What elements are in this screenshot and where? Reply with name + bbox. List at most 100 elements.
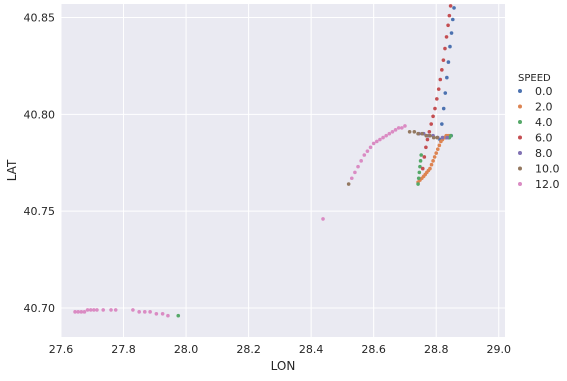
x-tick-label: 27.6 <box>49 343 74 356</box>
data-point <box>432 155 437 159</box>
data-point <box>346 182 351 186</box>
data-point <box>160 311 165 316</box>
y-tick-labels: 40.70 40.75 40.80 40.85 <box>24 12 56 315</box>
data-point <box>368 145 373 150</box>
data-point <box>154 311 159 316</box>
data-point <box>378 137 382 142</box>
data-point <box>422 155 427 159</box>
legend-marker <box>518 135 522 140</box>
x-axis-label: LON <box>271 359 296 373</box>
data-point <box>449 31 454 35</box>
legend-marker <box>518 89 522 93</box>
data-point <box>441 58 446 62</box>
data-point <box>88 308 93 312</box>
data-point <box>417 170 422 175</box>
x-tick-label: 27.8 <box>111 343 136 356</box>
data-point <box>387 131 392 136</box>
data-point <box>412 129 417 134</box>
data-point <box>445 135 449 140</box>
data-point <box>446 60 451 64</box>
data-point <box>446 23 450 28</box>
data-point <box>443 46 447 51</box>
data-point <box>443 91 448 95</box>
data-point <box>440 122 444 126</box>
data-point <box>450 17 455 22</box>
data-point <box>113 308 118 312</box>
x-tick-label: 29.0 <box>486 343 511 356</box>
y-tick-label: 40.80 <box>24 108 56 121</box>
data-point <box>416 176 421 181</box>
data-point <box>435 97 439 101</box>
data-point <box>424 145 428 150</box>
data-point <box>73 310 77 314</box>
legend-entry-label: 2.0 <box>535 101 553 114</box>
data-point <box>448 44 452 49</box>
legend-marker <box>518 104 522 109</box>
data-point <box>365 149 370 153</box>
data-point <box>429 162 434 167</box>
legend: SPEED 0.0 2.0 4.0 6.0 8.0 10.0 12.0 <box>518 73 560 191</box>
data-point <box>420 131 424 136</box>
data-point <box>353 170 357 175</box>
legend-entry-label: 6.0 <box>535 132 553 145</box>
data-point <box>427 129 432 134</box>
plot-background <box>61 4 505 337</box>
data-point <box>101 308 106 312</box>
data-point <box>131 308 135 312</box>
data-point <box>449 133 453 138</box>
data-point <box>371 141 376 146</box>
data-point <box>436 87 441 91</box>
x-tick-labels: 27.6 27.8 28.0 28.2 28.4 28.6 28.8 29.0 <box>49 343 511 356</box>
x-tick-label: 28.4 <box>299 343 324 356</box>
y-axis-label: LAT <box>5 159 19 181</box>
data-point <box>418 159 423 163</box>
data-point <box>420 166 425 171</box>
data-point <box>441 106 446 111</box>
data-point <box>79 310 84 314</box>
x-tick-label: 28.2 <box>236 343 261 356</box>
data-point <box>448 4 453 8</box>
data-point <box>349 176 354 181</box>
data-point <box>381 135 385 140</box>
data-point <box>359 159 363 163</box>
legend-entry-label: 4.0 <box>535 116 553 129</box>
data-point <box>416 182 420 186</box>
data-point <box>418 164 422 169</box>
data-point <box>109 308 113 312</box>
grid-lines <box>60 4 505 337</box>
legend-entry-label: 8.0 <box>535 147 553 160</box>
data-point <box>176 313 181 318</box>
data-point <box>445 75 449 80</box>
data-point <box>428 133 432 138</box>
y-tick-label: 40.75 <box>24 205 56 218</box>
data-point <box>431 135 436 140</box>
data-point <box>425 137 430 142</box>
data-point <box>95 308 99 312</box>
data-point <box>407 129 412 134</box>
data-point <box>137 310 141 314</box>
data-point <box>438 77 443 82</box>
y-tick-label: 40.70 <box>24 302 56 315</box>
legend-entry-label: 12.0 <box>535 178 560 191</box>
data-point <box>356 164 360 169</box>
data-point <box>403 124 407 128</box>
data-point <box>435 135 439 140</box>
legend-marker <box>518 182 522 186</box>
data-point <box>321 217 325 221</box>
data-point <box>424 133 429 138</box>
legend-entry-label: 0.0 <box>535 85 553 98</box>
legend-title: SPEED <box>518 73 551 84</box>
data-point <box>428 166 432 171</box>
legend-marker <box>518 166 522 171</box>
legend-marker <box>518 120 522 124</box>
y-tick-label: 40.85 <box>24 12 56 25</box>
x-tick-label: 28.0 <box>174 343 199 356</box>
data-point <box>440 135 445 140</box>
data-point <box>390 129 395 134</box>
data-point <box>429 122 434 126</box>
data-point <box>85 308 90 312</box>
data-point <box>396 126 401 130</box>
data-point <box>76 310 80 314</box>
data-point <box>416 131 420 136</box>
data-point <box>400 126 404 130</box>
